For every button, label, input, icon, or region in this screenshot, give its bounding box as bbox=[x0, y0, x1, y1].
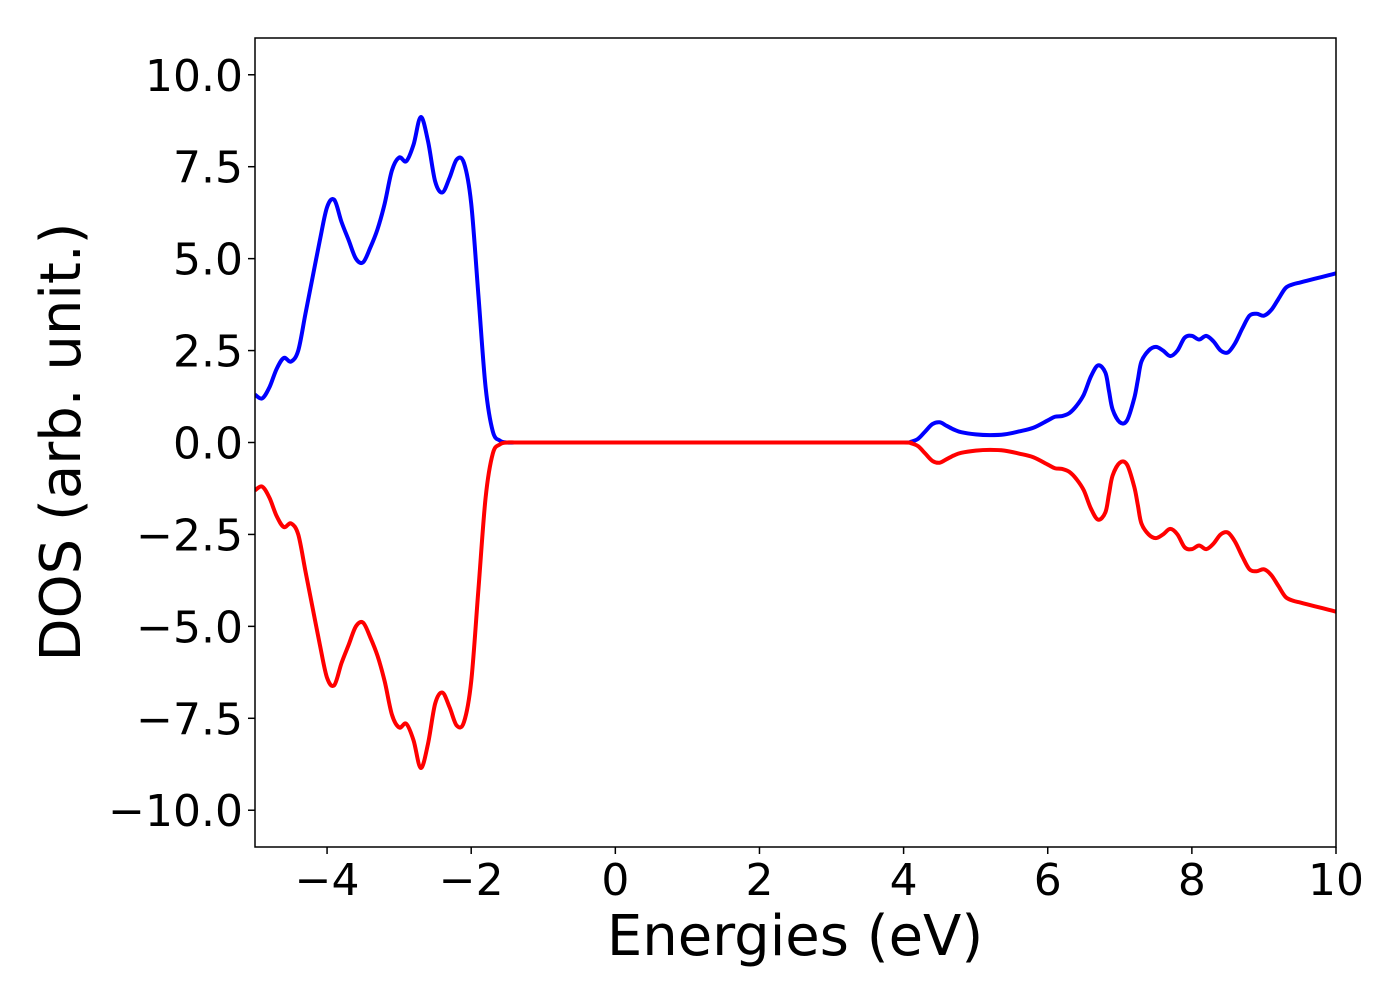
x-axis-label: Energies (eV) bbox=[607, 904, 983, 969]
x-tick-label: 4 bbox=[890, 855, 918, 906]
x-tick-label: 10 bbox=[1308, 855, 1364, 906]
series-layer bbox=[255, 115, 1336, 770]
x-tick-label: −4 bbox=[295, 855, 360, 906]
x-tick-label: 2 bbox=[745, 855, 773, 906]
y-axis-ticks: 10.0 7.5 5.0 2.5 0.0 −2.5 −5.0 −7.5 −10.0 bbox=[108, 51, 255, 837]
series-line-blue bbox=[255, 115, 1336, 445]
y-tick-label: 5.0 bbox=[173, 235, 243, 286]
y-axis-label: DOS (arb. unit.) bbox=[29, 222, 94, 661]
y-tick-label: 2.5 bbox=[173, 327, 243, 378]
x-axis-ticks: −4 −2 0 2 4 6 8 10 bbox=[295, 847, 1364, 906]
series-line-red bbox=[255, 440, 1336, 770]
x-tick-label: 6 bbox=[1034, 855, 1062, 906]
y-tick-label: −10.0 bbox=[108, 786, 243, 837]
y-tick-label: −2.5 bbox=[136, 510, 243, 561]
y-tick-label: 0.0 bbox=[173, 419, 243, 470]
y-tick-label: −7.5 bbox=[136, 694, 243, 745]
y-tick-label: 10.0 bbox=[145, 51, 243, 102]
x-tick-label: 8 bbox=[1178, 855, 1206, 906]
y-tick-label: −5.0 bbox=[136, 602, 243, 653]
x-tick-label: 0 bbox=[601, 855, 629, 906]
x-tick-label: −2 bbox=[439, 855, 504, 906]
y-tick-label: 7.5 bbox=[173, 143, 243, 194]
